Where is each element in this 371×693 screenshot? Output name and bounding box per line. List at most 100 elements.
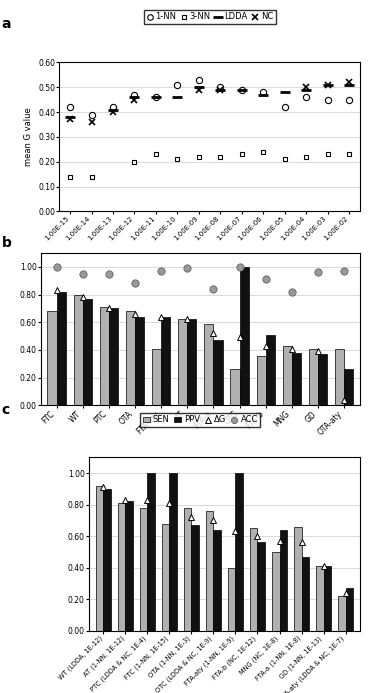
Bar [344, 369, 353, 405]
Bar [230, 369, 240, 405]
Point [289, 286, 295, 297]
Bar [47, 311, 56, 405]
Point [106, 268, 112, 279]
NC [304, 83, 308, 91]
Bar [213, 530, 221, 631]
LDDA [132, 93, 137, 101]
Point [122, 494, 128, 505]
Bar [257, 543, 265, 631]
Bar [125, 502, 133, 631]
3-NN [175, 155, 180, 164]
Y-axis label: mean G value: mean G value [24, 107, 33, 166]
Point [341, 394, 347, 405]
3-NN [283, 155, 287, 164]
LDDA [283, 88, 287, 96]
1-NN [240, 85, 244, 94]
1-NN [154, 93, 158, 101]
Bar [240, 267, 249, 405]
LDDA [240, 85, 244, 94]
Point [210, 283, 216, 295]
Point [315, 267, 321, 278]
Legend: 1-NN, 3-NN, LDDA, NC: 1-NN, 3-NN, LDDA, NC [144, 10, 276, 24]
Point [342, 587, 348, 598]
Point [255, 531, 260, 542]
Bar [140, 508, 147, 631]
Text: c: c [2, 403, 10, 417]
1-NN [347, 96, 351, 104]
Text: a: a [2, 17, 12, 31]
Bar [135, 317, 144, 405]
Point [263, 274, 269, 285]
Point [289, 343, 295, 354]
Point [53, 261, 59, 272]
Bar [250, 528, 257, 631]
Bar [206, 511, 213, 631]
Bar [213, 340, 223, 405]
Bar [257, 356, 266, 405]
NC [347, 78, 351, 87]
Bar [184, 508, 191, 631]
1-NN [175, 80, 180, 89]
1-NN [197, 76, 201, 84]
LDDA [111, 105, 115, 114]
LDDA [154, 93, 158, 101]
Point [53, 285, 59, 296]
3-NN [89, 173, 94, 181]
3-NN [304, 152, 308, 161]
LDDA [347, 80, 351, 89]
Bar [302, 556, 309, 631]
Bar [228, 568, 236, 631]
LDDA [261, 91, 266, 99]
Line: 1-NN: 1-NN [67, 77, 352, 118]
Point [80, 292, 86, 303]
Bar [338, 596, 345, 631]
Bar [161, 317, 170, 405]
NC [197, 85, 201, 94]
Bar [316, 566, 324, 631]
Bar [283, 346, 292, 405]
Line: NC: NC [67, 79, 352, 125]
Point [299, 537, 305, 548]
LDDA [304, 85, 308, 94]
Bar [73, 295, 83, 405]
Point [263, 340, 269, 351]
Bar [272, 552, 279, 631]
Bar [83, 299, 92, 405]
Point [237, 261, 243, 272]
Bar [96, 486, 104, 631]
Point [315, 346, 321, 357]
LDDA [175, 93, 180, 101]
Bar [279, 530, 287, 631]
Bar [100, 307, 109, 405]
Bar [318, 354, 327, 405]
Bar [104, 489, 111, 631]
Point [158, 311, 164, 322]
Text: b: b [2, 236, 12, 249]
Point [233, 526, 239, 537]
NC [218, 85, 223, 94]
NC [89, 118, 94, 126]
Bar [178, 319, 187, 405]
Line: LDDA: LDDA [65, 80, 354, 122]
3-NN [240, 150, 244, 159]
Point [276, 535, 282, 546]
1-NN [304, 93, 308, 101]
Bar [56, 292, 66, 405]
Point [188, 511, 194, 523]
3-NN [325, 150, 330, 159]
Bar [309, 349, 318, 405]
Point [132, 308, 138, 319]
Point [184, 314, 190, 325]
Point [144, 494, 150, 505]
Point [237, 332, 243, 343]
Point [101, 482, 106, 493]
Point [210, 328, 216, 339]
Point [210, 515, 216, 526]
3-NN [68, 173, 72, 181]
3-NN [132, 157, 137, 166]
LDDA [325, 80, 330, 89]
Bar [204, 324, 213, 405]
3-NN [261, 148, 266, 156]
1-NN [283, 103, 287, 111]
1-NN [132, 91, 137, 99]
